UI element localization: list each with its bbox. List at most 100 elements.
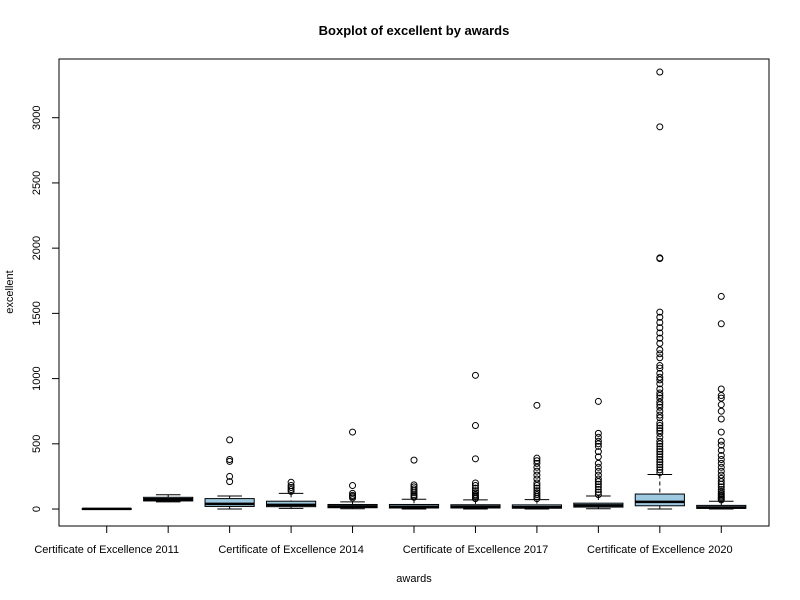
outlier-point — [656, 403, 664, 411]
outlier-point — [594, 478, 602, 486]
outlier-point — [656, 392, 664, 400]
outlier-point — [656, 389, 664, 397]
outlier-point — [471, 371, 479, 379]
outlier-point — [656, 440, 664, 448]
outlier-point — [594, 475, 602, 483]
outlier-point — [656, 364, 664, 372]
outlier-point — [717, 471, 725, 479]
outlier-point — [717, 485, 725, 493]
outlier-point — [656, 458, 664, 466]
outlier-point — [717, 392, 725, 400]
outlier-point — [410, 483, 418, 491]
outlier-point — [533, 463, 541, 471]
outlier-point — [717, 385, 725, 393]
outlier-point — [656, 442, 664, 450]
outlier-point — [717, 292, 725, 300]
outlier-point — [287, 478, 295, 486]
outlier-point — [656, 463, 664, 471]
outlier-point — [656, 394, 664, 402]
x-tick-label: Certificate of Excellence 2011 — [34, 544, 179, 556]
outlier-point — [471, 484, 479, 492]
outlier-point — [656, 362, 664, 370]
outlier-point — [656, 450, 664, 458]
outlier-point — [471, 455, 479, 463]
box-1 — [81, 507, 132, 511]
outlier-point — [656, 448, 664, 456]
outlier-point — [656, 466, 664, 474]
box-3 — [204, 436, 255, 510]
outlier-point — [717, 459, 725, 467]
outlier-point — [717, 394, 725, 402]
outlier-point — [471, 489, 479, 497]
outlier-point — [656, 350, 664, 358]
box-iqr — [634, 493, 685, 507]
outlier-point — [349, 489, 357, 497]
chart-title: Boxplot of excellent by awards — [319, 23, 510, 38]
outlier-point — [594, 491, 602, 499]
outlier-point — [656, 334, 664, 342]
outlier-point — [656, 373, 664, 381]
x-tick-label: Certificate of Excellence 2014 — [218, 544, 364, 556]
outlier-point — [533, 459, 541, 467]
outlier-point — [717, 441, 725, 449]
outlier-point — [656, 411, 664, 419]
outlier-point — [656, 68, 664, 76]
box-9 — [573, 397, 624, 510]
outlier-point — [656, 461, 664, 469]
outlier-point — [656, 419, 664, 427]
outlier-point — [594, 453, 602, 461]
outlier-point — [471, 491, 479, 499]
outlier-point — [717, 452, 725, 460]
box-11 — [696, 292, 747, 510]
outlier-point — [410, 481, 418, 489]
y-tick-label: 1000 — [31, 366, 43, 390]
outlier-point — [533, 479, 541, 487]
outlier-point — [594, 485, 602, 493]
outlier-point — [717, 437, 725, 445]
outlier-point — [533, 401, 541, 409]
outlier-point — [717, 401, 725, 409]
outlier-point — [533, 467, 541, 475]
outlier-point — [656, 414, 664, 422]
outlier-point — [471, 482, 479, 490]
y-tick-label: 1500 — [31, 301, 43, 325]
outlier-point — [656, 308, 664, 316]
outlier-point — [594, 483, 602, 491]
outlier-point — [656, 319, 664, 327]
outlier-point — [471, 422, 479, 430]
outlier-point — [717, 483, 725, 491]
outlier-point — [656, 437, 664, 445]
outlier-point — [226, 436, 234, 444]
outlier-point — [656, 385, 664, 393]
outlier-point — [410, 456, 418, 464]
outlier-point — [656, 469, 664, 477]
y-tick-label: 3000 — [31, 105, 43, 129]
box-7 — [450, 371, 501, 510]
box-iqr — [204, 498, 255, 507]
outlier-point — [656, 401, 664, 409]
box-4 — [266, 478, 317, 509]
outlier-point — [656, 329, 664, 337]
outlier-point — [656, 424, 664, 432]
outlier-point — [349, 491, 357, 499]
outlier-point — [533, 475, 541, 483]
x-axis-label: awards — [396, 573, 432, 585]
outlier-point — [656, 123, 664, 131]
outlier-point — [717, 320, 725, 328]
outlier-point — [656, 445, 664, 453]
outlier-point — [226, 472, 234, 480]
y-axis: 0 500 1000 1500 2000 2500 3000 — [31, 105, 60, 512]
outlier-point — [717, 463, 725, 471]
outlier-point — [594, 471, 602, 479]
y-axis-label: excellent — [4, 270, 16, 313]
outlier-point — [656, 376, 664, 384]
outlier-point — [471, 479, 479, 487]
outlier-point — [717, 487, 725, 495]
outlier-point — [594, 448, 602, 456]
x-tick-label: Certificate of Excellence 2020 — [587, 544, 733, 556]
outlier-point — [656, 313, 664, 321]
outlier-point — [594, 433, 602, 441]
y-tick-label: 2000 — [31, 236, 43, 260]
outlier-point — [717, 428, 725, 436]
